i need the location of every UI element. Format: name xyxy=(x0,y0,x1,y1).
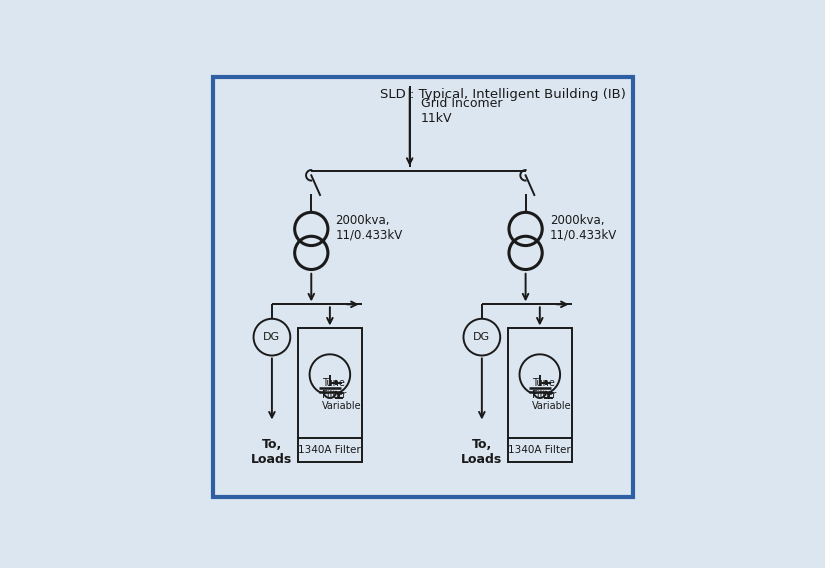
Text: 1340A Filter: 1340A Filter xyxy=(508,445,571,455)
Text: Grid Incomer
11kV: Grid Incomer 11kV xyxy=(421,97,502,124)
Text: To,
Loads: To, Loads xyxy=(252,438,293,466)
Bar xyxy=(508,328,572,462)
Text: DG: DG xyxy=(263,332,280,342)
Text: 1340A Filter: 1340A Filter xyxy=(299,445,361,455)
Text: Variable: Variable xyxy=(532,401,572,411)
Text: 2000kva,
11/0.433kV: 2000kva, 11/0.433kV xyxy=(549,214,617,242)
Text: 2000kva,
11/0.433kV: 2000kva, 11/0.433kV xyxy=(335,214,403,242)
Text: Variable: Variable xyxy=(323,401,362,411)
Text: Filter: Filter xyxy=(323,390,346,400)
Bar xyxy=(298,328,361,462)
Text: Tune: Tune xyxy=(323,378,345,387)
Text: Filter: Filter xyxy=(532,390,556,400)
Text: SLD : Typical, Intelligent Building (IB): SLD : Typical, Intelligent Building (IB) xyxy=(380,88,626,101)
Text: DG: DG xyxy=(474,332,490,342)
Text: To,
Loads: To, Loads xyxy=(461,438,502,466)
Text: Tune: Tune xyxy=(532,378,555,387)
